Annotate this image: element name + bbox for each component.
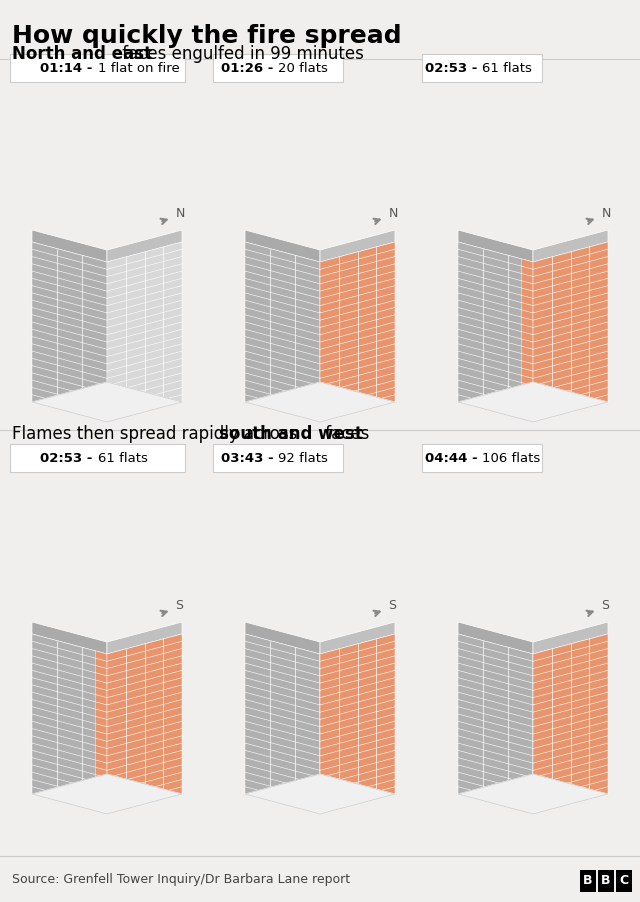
Polygon shape [320,242,395,422]
Text: 61 flats: 61 flats [482,61,532,75]
Polygon shape [458,634,533,814]
Bar [580,870,596,892]
Text: 04:44 -: 04:44 - [425,452,482,465]
Text: N: N [388,207,398,220]
Text: 01:26 -: 01:26 - [221,61,278,75]
Polygon shape [533,242,608,422]
Polygon shape [533,634,608,814]
Bar [616,870,632,892]
Text: N: N [602,207,611,220]
FancyBboxPatch shape [213,54,343,82]
Text: N: N [175,207,185,220]
Text: 01:14 -: 01:14 - [40,61,97,75]
Text: faces: faces [320,425,369,443]
Polygon shape [32,230,107,262]
Text: south and west: south and west [220,425,363,443]
Bar [598,870,614,892]
Polygon shape [107,634,182,814]
Text: S: S [602,599,609,612]
Polygon shape [245,382,395,422]
Polygon shape [522,259,533,422]
Polygon shape [458,230,533,262]
FancyBboxPatch shape [10,54,185,82]
Polygon shape [107,622,182,654]
Text: B: B [601,875,611,888]
Polygon shape [458,622,533,654]
Polygon shape [245,242,320,422]
Text: 106 flats: 106 flats [482,452,540,465]
Text: S: S [388,599,397,612]
Polygon shape [32,242,107,422]
Text: faces engulfed in 99 minutes: faces engulfed in 99 minutes [117,45,364,63]
Polygon shape [458,242,533,422]
Polygon shape [320,622,395,654]
Polygon shape [320,230,395,262]
FancyBboxPatch shape [422,444,542,472]
FancyBboxPatch shape [422,54,542,82]
Polygon shape [32,634,107,814]
Polygon shape [533,622,608,654]
Polygon shape [458,774,608,814]
Polygon shape [320,242,395,422]
Text: B: B [583,875,593,888]
Polygon shape [458,774,608,814]
Polygon shape [533,230,608,262]
Text: S: S [175,599,184,612]
Polygon shape [107,242,182,422]
Polygon shape [107,634,182,814]
Polygon shape [32,774,182,814]
Text: Source: Grenfell Tower Inquiry/Dr Barbara Lane report: Source: Grenfell Tower Inquiry/Dr Barbar… [12,872,350,886]
Polygon shape [458,382,608,422]
Text: 1 flat on fire: 1 flat on fire [97,61,179,75]
Polygon shape [32,382,182,422]
Polygon shape [320,634,395,814]
Polygon shape [107,230,182,262]
Polygon shape [32,382,182,422]
Polygon shape [245,774,395,814]
Polygon shape [245,634,320,814]
FancyBboxPatch shape [10,444,185,472]
Text: 03:43 -: 03:43 - [221,452,278,465]
Polygon shape [107,397,148,422]
Polygon shape [320,634,395,814]
Text: C: C [620,875,628,888]
Text: North and east: North and east [12,45,152,63]
Polygon shape [96,651,107,814]
FancyBboxPatch shape [213,444,343,472]
Text: 20 flats: 20 flats [278,61,328,75]
Polygon shape [245,622,320,654]
Text: 02:53 -: 02:53 - [40,452,97,465]
Polygon shape [32,622,107,654]
Polygon shape [245,774,395,814]
Text: 92 flats: 92 flats [278,452,328,465]
Text: How quickly the fire spread: How quickly the fire spread [12,24,402,48]
Text: Flames then spread rapidly across: Flames then spread rapidly across [12,425,303,443]
Text: 02:53 -: 02:53 - [425,61,482,75]
Polygon shape [245,230,320,262]
Polygon shape [533,242,608,422]
Text: 61 flats: 61 flats [97,452,147,465]
Polygon shape [533,634,608,814]
Polygon shape [458,382,608,422]
Polygon shape [245,382,395,422]
Polygon shape [32,774,182,814]
